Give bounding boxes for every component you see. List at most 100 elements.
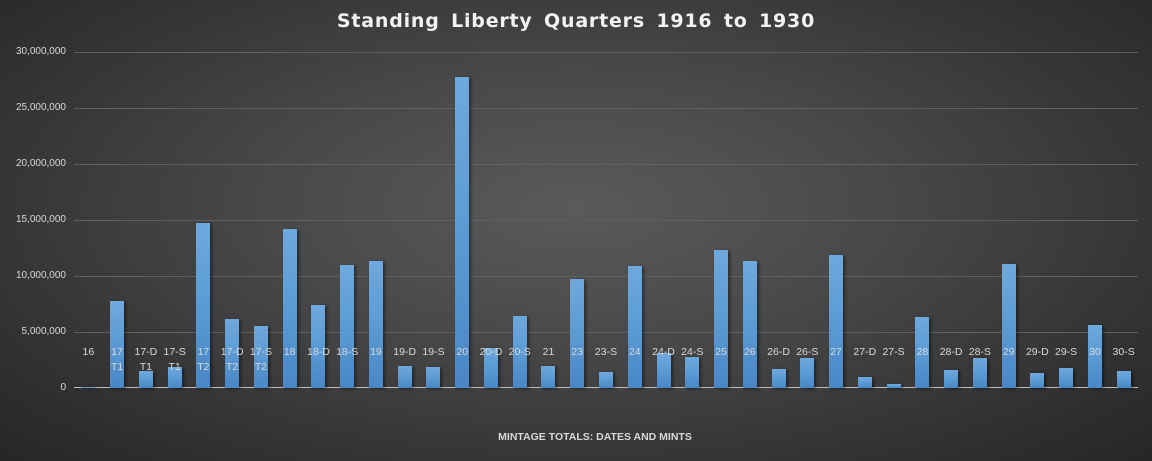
x-tick-label-line: 28-S xyxy=(968,346,991,358)
gridline xyxy=(74,220,1138,221)
x-tick-label-line: 18 xyxy=(283,346,296,358)
x-tick-label-line: 28-D xyxy=(939,346,963,358)
x-tick-label: 17 T2 xyxy=(183,345,223,375)
x-tick-label: 17-D T2 xyxy=(212,345,252,375)
bar[interactable] xyxy=(599,372,613,388)
x-tick-label: 17-S T2 xyxy=(241,345,281,375)
bar[interactable] xyxy=(742,261,757,388)
x-tick-label: 17-S T1 xyxy=(155,345,195,375)
x-tick-label-line: 30-S xyxy=(1112,346,1135,358)
x-tick-label-line: 20-D xyxy=(479,346,503,358)
x-tick-label-line: 24-S xyxy=(681,346,704,358)
bar[interactable] xyxy=(397,366,412,388)
bar[interactable] xyxy=(282,228,297,388)
bar[interactable] xyxy=(627,265,642,388)
x-tick-label: 21 xyxy=(528,345,568,360)
x-tick-label-line: 30 xyxy=(1089,346,1101,358)
bar[interactable] xyxy=(138,371,153,388)
bar[interactable] xyxy=(196,223,211,388)
x-tick-label-line: T2 xyxy=(197,361,210,373)
x-tick-label-line: 19-S xyxy=(422,346,445,358)
x-tick-label-line: 27 xyxy=(830,346,842,358)
x-tick-label-line: 17 xyxy=(111,346,123,358)
bar[interactable] xyxy=(800,357,815,388)
x-tick-label-line: 17-D xyxy=(134,346,158,358)
x-tick-label-line: 25 xyxy=(715,346,727,358)
x-tick-label-line: T1 xyxy=(110,361,124,373)
bar[interactable] xyxy=(512,316,527,388)
x-tick-label: 16 xyxy=(68,345,108,360)
x-tick-label-line: 17-S xyxy=(249,346,272,358)
x-tick-label: 24-D xyxy=(644,345,684,360)
bar[interactable] xyxy=(829,254,844,388)
x-tick-label: 18-S xyxy=(327,345,367,360)
x-tick-label-line: 17-D xyxy=(220,346,244,358)
x-tick-label-line: 24-D xyxy=(652,346,675,358)
bar[interactable] xyxy=(771,368,786,388)
x-tick-label: 29 xyxy=(989,345,1029,360)
bar[interactable] xyxy=(714,250,729,388)
bar[interactable] xyxy=(368,261,383,388)
x-tick-label: 30-S xyxy=(1104,345,1144,360)
x-tick-label: 28-S xyxy=(960,345,1000,360)
bar[interactable] xyxy=(915,317,930,388)
x-tick-label: 19-D xyxy=(385,345,425,360)
bar[interactable] xyxy=(167,366,182,388)
x-tick-label-line: 26-S xyxy=(796,346,819,358)
bar[interactable] xyxy=(311,305,326,388)
bar[interactable] xyxy=(110,300,125,388)
bar[interactable] xyxy=(253,326,268,388)
bar[interactable] xyxy=(886,383,901,388)
plot-area xyxy=(74,52,1138,388)
x-tick-label-line: 23 xyxy=(571,346,584,358)
y-tick-label: 25,000,000 xyxy=(15,102,66,113)
x-tick-label-line: 27-S xyxy=(882,346,905,358)
x-tick-label-line: 26 xyxy=(743,346,756,358)
bar[interactable] xyxy=(1030,372,1045,388)
x-tick-label: 20 xyxy=(442,345,482,360)
bar[interactable] xyxy=(857,377,872,388)
x-tick-label: 20-S xyxy=(500,345,540,360)
x-tick-label: 23-S xyxy=(586,345,626,360)
x-tick-label: 28 xyxy=(902,345,942,360)
x-tick-label-line: T1 xyxy=(168,361,181,373)
bar[interactable] xyxy=(685,356,700,388)
x-tick-label-line: 19-D xyxy=(393,346,417,358)
x-tick-label: 27 xyxy=(816,345,856,360)
bar[interactable] xyxy=(426,367,441,388)
x-tick-label-line: 26-D xyxy=(767,346,790,358)
bar[interactable] xyxy=(541,366,556,388)
x-tick-label-line: 23-S xyxy=(594,346,618,358)
x-tick-label-line: 18-S xyxy=(336,346,359,358)
x-tick-label-line: 29-D xyxy=(1025,346,1049,358)
x-tick-label: 27-D xyxy=(845,345,885,360)
x-tick-label: 17-D T1 xyxy=(126,345,166,375)
x-tick-label: 17 T1 xyxy=(97,345,137,375)
chart-title: Standing Liberty Quarters 1916 to 1930 xyxy=(336,10,816,32)
bar[interactable] xyxy=(483,347,498,388)
x-tick-label-line: 17 xyxy=(197,346,210,358)
bar[interactable] xyxy=(455,76,470,388)
x-tick-label-line: 19 xyxy=(370,346,382,358)
bar[interactable] xyxy=(656,353,671,388)
bar[interactable] xyxy=(340,264,355,388)
x-tick-label: 25 xyxy=(701,345,741,360)
y-tick-label: 5,000,000 xyxy=(21,326,67,337)
bar[interactable] xyxy=(972,358,987,388)
bar[interactable] xyxy=(1001,263,1016,388)
bar[interactable] xyxy=(1087,325,1102,388)
bar[interactable] xyxy=(1059,368,1074,388)
bar[interactable] xyxy=(944,369,959,388)
bar[interactable] xyxy=(570,279,585,388)
bar[interactable] xyxy=(1116,370,1131,388)
bar[interactable] xyxy=(225,318,240,388)
bar[interactable] xyxy=(81,387,96,388)
y-tick-label: 0 xyxy=(60,382,66,393)
y-tick-label: 30,000,000 xyxy=(15,46,66,57)
x-tick-label-line: 20-S xyxy=(508,346,531,358)
x-tick-label-line: 24 xyxy=(628,346,641,358)
x-tick-label: 18-D xyxy=(298,345,338,360)
x-tick-label: 26-S xyxy=(787,345,827,360)
x-tick-label-line: 27-D xyxy=(853,346,877,358)
